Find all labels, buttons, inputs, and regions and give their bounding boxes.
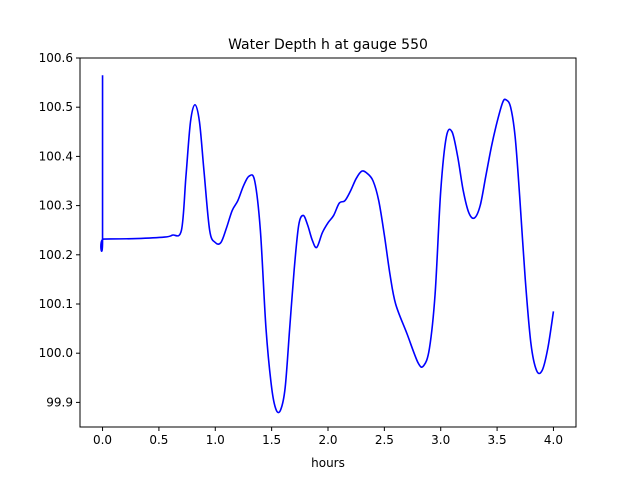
y-tick-label: 99.9 — [46, 395, 73, 409]
x-tick-label: 2.0 — [318, 433, 337, 447]
axis-ticks: 0.0 0.5 1.0 1.5 2.0 2.5 3.0 3.5 4.0 99.9 100.0 100.… — [39, 51, 563, 447]
y-tick-label: 100.5 — [39, 100, 73, 114]
x-tick-label: 1.5 — [262, 433, 281, 447]
y-tick-label: 100.3 — [39, 199, 73, 213]
series-line — [100, 75, 555, 414]
x-tick-label: 0.5 — [149, 433, 168, 447]
x-tick-label: 0.0 — [93, 433, 112, 447]
plot-area — [100, 75, 555, 414]
plot-frame — [79, 57, 577, 428]
y-tick-label: 100.2 — [39, 248, 73, 262]
y-tick-label: 100.6 — [39, 51, 73, 65]
x-tick-label: 2.5 — [375, 433, 394, 447]
y-tick-label: 100.1 — [39, 297, 73, 311]
x-tick-label: 3.0 — [431, 433, 450, 447]
x-tick-label: 1.0 — [206, 433, 225, 447]
x-tick-label: 3.5 — [488, 433, 507, 447]
y-tick-label: 100.4 — [39, 149, 73, 163]
x-axis-label: hours — [311, 456, 345, 470]
y-tick-label: 100.0 — [39, 346, 73, 360]
chart-title: Water Depth h at gauge 550 — [228, 37, 428, 53]
x-tick-label: 4.0 — [544, 433, 563, 447]
